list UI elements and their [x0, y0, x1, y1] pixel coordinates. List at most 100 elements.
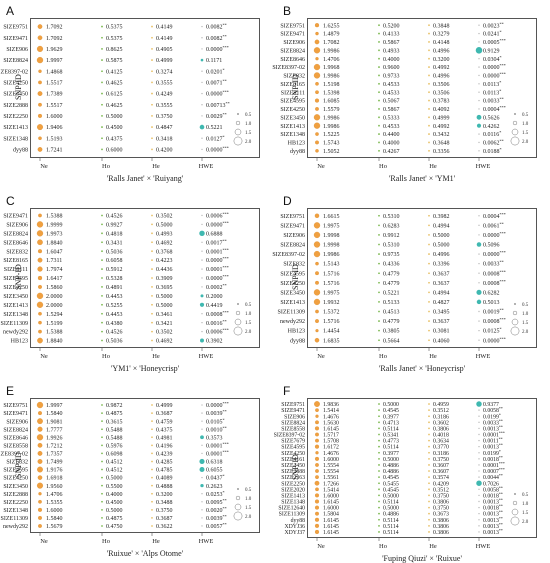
he-marker — [428, 253, 430, 255]
legend-circle-icon — [236, 112, 240, 116]
hwe-significance: *** — [499, 430, 505, 435]
he-value: 0.4759 — [156, 419, 173, 425]
hwe-value: 0.0001*** — [483, 430, 505, 439]
ho-marker — [378, 214, 380, 217]
ho-value: 0.5455 — [383, 481, 399, 487]
legend-label: 1.5 — [522, 511, 529, 516]
he-marker — [428, 116, 430, 119]
hwe-value: 0.0125* — [483, 326, 502, 335]
ne-value: 1.4454 — [323, 329, 340, 335]
legend-label: 1.5 — [245, 131, 252, 136]
hwe-marker — [476, 114, 482, 120]
ho-value: 0.4000 — [106, 492, 123, 498]
he-value: 0.3200 — [156, 492, 173, 498]
he-value: 0.4692 — [156, 240, 173, 246]
hwe-value: 0.0061** — [483, 221, 504, 230]
hwe-significance: ** — [499, 454, 503, 459]
ne-value: 1.5517 — [46, 81, 63, 87]
ne-marker — [37, 257, 43, 263]
ne-value: 1.5716 — [323, 281, 340, 287]
hwe-marker — [478, 234, 480, 236]
ne-value: 1.5398 — [323, 90, 340, 96]
he-value: 0.4692 — [156, 339, 173, 345]
ne-value: 1.5193 — [46, 136, 63, 142]
panel-chart: Ne Ho He HWE SIZE9751 1.7092 0.5375 0.4149 0.008… — [0, 22, 252, 170]
hwe-significance: *** — [223, 220, 229, 225]
he-value: 0.3982 — [433, 214, 450, 220]
ho-marker — [101, 412, 103, 414]
snp-id-label: SIZE3450 — [281, 463, 305, 469]
hwe-marker — [201, 250, 203, 252]
hwe-significance: *** — [500, 317, 506, 322]
snp-id-label: SIZE9471 — [3, 214, 28, 220]
snp-id-label: SIZE8397-02 — [0, 69, 28, 75]
ho-marker — [101, 404, 103, 406]
ne-marker — [36, 221, 44, 228]
x-tick-label: Ne — [40, 353, 48, 360]
ne-value: 1.4706 — [323, 57, 340, 63]
hwe-marker — [201, 330, 203, 333]
ne-marker — [38, 329, 42, 334]
hwe-marker — [200, 484, 204, 488]
snp-id-label: newdy292 — [280, 319, 305, 325]
he-marker — [151, 286, 153, 288]
hwe-marker — [478, 452, 480, 454]
hwe-value: 0.0039** — [206, 409, 227, 418]
ne-value: 1.5355 — [46, 500, 63, 506]
ne-value: 1.7082 — [323, 40, 340, 46]
hwe-marker — [201, 48, 203, 50]
he-value: 0.4999 — [156, 58, 173, 64]
hwe-value: 0.0001*** — [206, 265, 229, 274]
ho-marker — [378, 272, 380, 275]
x-tick-label: Ne — [40, 538, 48, 545]
snp-id-label: XDYJ37 — [284, 530, 305, 536]
snp-id-label: dyy88 — [290, 149, 305, 155]
he-value: 0.4992 — [433, 65, 450, 71]
he-value: 0.3909 — [156, 276, 173, 282]
ho-value: 0.9735 — [383, 252, 400, 258]
x-tick-label: Ne — [317, 543, 325, 550]
ho-marker — [101, 103, 103, 106]
legend-circle-icon — [513, 302, 517, 306]
hwe-value: 0.0023** — [483, 21, 504, 30]
legend-label: 1.5 — [245, 321, 252, 326]
he-marker — [151, 525, 153, 527]
ho-marker — [378, 488, 380, 491]
hwe-marker — [201, 420, 203, 422]
hwe-value: 0.9129 — [483, 48, 500, 54]
hwe-value: 0.0006*** — [206, 211, 229, 220]
he-value: 0.3186 — [433, 451, 449, 457]
x-tick-label: Ne — [40, 163, 48, 170]
he-value: 0.4200 — [156, 148, 173, 154]
ho-marker — [378, 482, 380, 485]
hwe-significance: ** — [223, 112, 227, 117]
ne-value: 1.9968 — [323, 65, 340, 71]
legend-circle-icon — [511, 128, 519, 136]
ne-marker — [37, 466, 43, 473]
hwe-marker — [201, 223, 203, 226]
snp-id-label: SIZE4595 — [3, 276, 28, 282]
panel-chart: Ne Ho He HWE SIZE9471 1.5388 0.4526 0.3502 0.000… — [1, 211, 252, 360]
ho-marker — [378, 281, 380, 284]
ho-value: 0.5488 — [106, 435, 123, 441]
hwe-significance: *** — [500, 269, 506, 274]
he-value: 0.5000 — [156, 303, 173, 309]
snp-id-label: SIZE1413 — [281, 493, 305, 499]
hwe-value: 0.6888 — [206, 231, 223, 237]
hwe-value: 0.0000*** — [206, 145, 229, 154]
plot-area — [30, 398, 260, 533]
ne-value: 1.4879 — [323, 32, 340, 38]
hwe-significance: ** — [499, 527, 503, 532]
hwe-marker — [201, 444, 203, 447]
ne-value: 1.6615 — [323, 214, 340, 220]
snp-id-label: SIZE7679 — [281, 439, 305, 445]
panel-caption: 'Ralls Janet' × 'Ruiyang' — [106, 174, 184, 183]
he-value: 0.3637 — [433, 271, 450, 277]
ho-value: 0.8625 — [106, 47, 123, 53]
hwe-significance: ** — [500, 138, 504, 143]
he-value: 0.3274 — [156, 69, 173, 75]
he-value: 0.3687 — [156, 411, 173, 417]
snp-id-label: newdy292 — [3, 524, 28, 530]
hwe-significance: ** — [223, 522, 227, 527]
ho-value: 0.4526 — [106, 214, 123, 220]
